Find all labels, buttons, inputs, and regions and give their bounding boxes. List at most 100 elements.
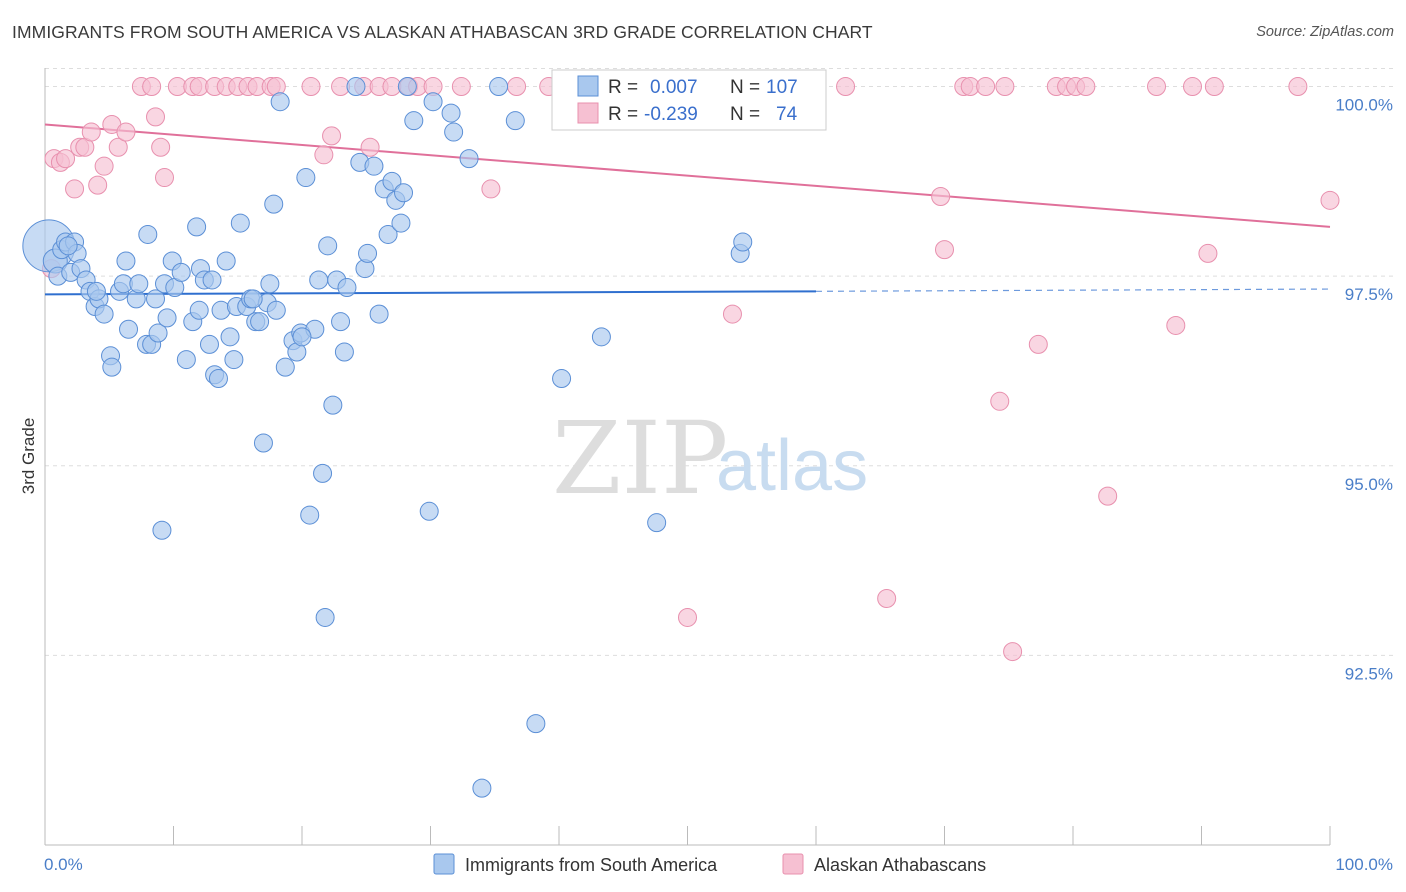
trend-line-pink <box>44 123 1331 228</box>
data-point-blue <box>243 289 263 309</box>
data-point-pink <box>146 107 166 127</box>
data-point-pink <box>88 175 108 195</box>
data-point-blue <box>129 274 149 294</box>
data-point-blue <box>260 274 280 294</box>
data-point-blue <box>733 232 753 252</box>
data-point-blue <box>296 168 316 188</box>
data-point-blue <box>116 251 136 271</box>
data-point-blue <box>323 395 343 415</box>
data-point-blue <box>152 520 172 540</box>
series-alaskan-athabascans <box>41 77 1340 662</box>
data-point-blue <box>176 350 196 370</box>
axes <box>44 68 1331 846</box>
data-point-pink <box>1098 486 1118 506</box>
data-point-blue <box>208 369 228 389</box>
x-tick-labels: 0.0% 100.0% <box>44 855 1393 874</box>
data-point-blue <box>94 304 114 324</box>
data-point-pink <box>481 179 501 199</box>
data-point-blue <box>489 77 509 97</box>
data-point-blue <box>275 357 295 377</box>
data-point-pink <box>722 304 742 324</box>
data-point-blue <box>441 103 461 123</box>
data-point-blue <box>382 171 402 191</box>
data-point-pink <box>94 156 114 176</box>
data-point-blue <box>378 224 398 244</box>
series-immigrants-south-america <box>22 77 753 798</box>
data-point-pink <box>451 77 471 97</box>
source-credit: Source: ZipAtlas.com <box>1256 24 1394 40</box>
data-point-blue <box>86 281 106 301</box>
data-point-pink <box>322 126 342 146</box>
data-point-blue <box>224 350 244 370</box>
data-point-blue <box>253 433 273 453</box>
data-point-blue <box>270 92 290 112</box>
stats-r-value: -0.239 <box>644 104 698 125</box>
stats-swatch-blue <box>577 75 599 97</box>
data-point-blue <box>292 327 312 347</box>
watermark: ZIP atlas <box>552 400 868 517</box>
data-point-blue <box>187 217 207 237</box>
data-point-blue <box>444 122 464 142</box>
data-point-pink <box>836 77 856 97</box>
y-tick-label: 100.0% <box>1335 96 1393 115</box>
stats-n-value: 107 <box>766 77 798 98</box>
stats-n-label: N = <box>730 77 760 98</box>
data-point-pink <box>678 607 697 627</box>
stats-n-value: 74 <box>776 104 798 125</box>
data-point-pink <box>155 168 175 188</box>
data-point-blue <box>146 289 166 309</box>
data-point-pink <box>108 137 128 157</box>
watermark-atlas: atlas <box>716 426 868 506</box>
watermark-zip: ZIP <box>552 400 728 517</box>
x-tick-label: 100.0% <box>1335 855 1393 874</box>
data-point-blue <box>423 92 443 112</box>
chart-title: IMMIGRANTS FROM SOUTH AMERICA VS ALASKAN… <box>12 22 873 42</box>
data-point-blue <box>189 300 209 320</box>
data-point-blue <box>138 224 158 244</box>
trend-lines <box>44 123 1331 296</box>
data-point-blue <box>58 236 78 256</box>
data-point-blue <box>346 77 366 97</box>
legend-label-pink: Alaskan Athabascans <box>814 855 986 875</box>
data-point-blue <box>404 111 424 131</box>
data-point-blue <box>394 183 414 203</box>
data-point-pink <box>507 77 527 97</box>
y-axis-label: 3rd Grade <box>19 418 38 495</box>
data-point-pink <box>935 240 954 260</box>
x-tick-label: 0.0% <box>44 855 83 874</box>
data-point-pink <box>1028 334 1048 354</box>
data-point-blue <box>250 312 270 332</box>
data-point-blue <box>264 194 284 214</box>
data-point-blue <box>419 501 439 521</box>
y-tick-label: 92.5% <box>1345 664 1393 683</box>
data-point-pink <box>65 179 85 199</box>
data-point-blue <box>300 505 320 525</box>
data-point-blue <box>318 236 338 256</box>
data-point-blue <box>472 778 492 798</box>
data-point-blue <box>526 714 546 734</box>
data-point-pink <box>142 77 162 97</box>
data-point-pink <box>1183 77 1203 97</box>
data-point-blue <box>216 251 236 271</box>
y-tick-label: 97.5% <box>1345 285 1393 304</box>
data-point-pink <box>990 391 1010 411</box>
data-point-blue <box>148 323 168 343</box>
legend-label-blue: Immigrants from South America <box>465 855 718 875</box>
data-point-blue <box>266 300 286 320</box>
data-point-pink <box>56 149 76 169</box>
data-point-blue <box>647 513 667 533</box>
data-point-pink <box>931 187 951 207</box>
data-point-blue <box>397 77 417 97</box>
data-point-pink <box>1204 77 1224 97</box>
data-point-blue <box>313 463 333 483</box>
legend-swatch-blue <box>433 853 455 875</box>
data-point-blue <box>364 156 384 176</box>
data-point-pink <box>877 589 897 609</box>
data-point-pink <box>976 77 996 97</box>
legend-swatch-pink <box>782 853 804 875</box>
data-point-pink <box>995 77 1015 97</box>
stats-r-label: R = <box>608 77 638 98</box>
data-point-blue <box>459 149 479 169</box>
data-point-pink <box>1198 243 1218 263</box>
legend: Immigrants from South America Alaskan At… <box>433 853 986 875</box>
